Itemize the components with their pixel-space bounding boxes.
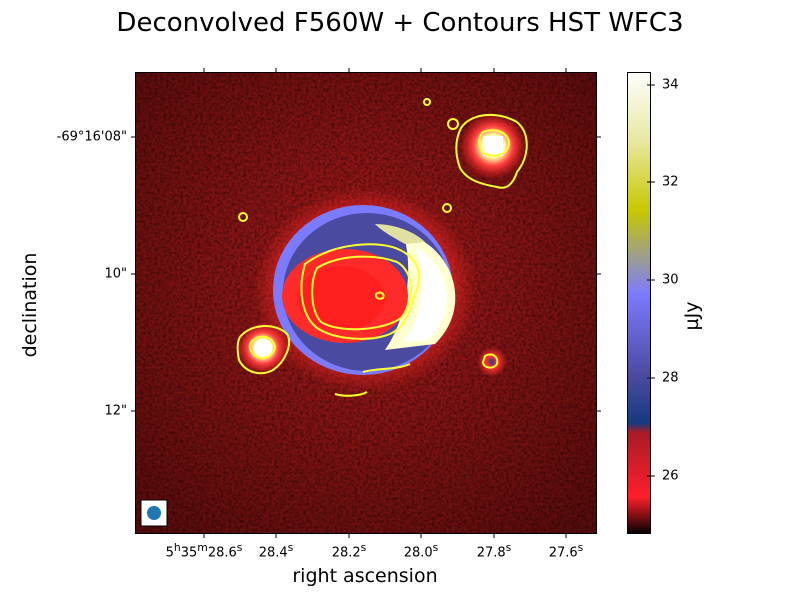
colorbar-frame	[627, 72, 651, 534]
xtick-label: 27.6s	[548, 541, 584, 561]
source-small-right	[477, 347, 507, 377]
source-top-right	[460, 113, 526, 179]
y-axis-label: declination	[19, 252, 41, 358]
contour-lines	[236, 98, 528, 397]
colorbar-tick-label: 28	[662, 370, 679, 386]
xtick-label: 28.4s	[258, 541, 294, 561]
xtick-label: 28.0s	[403, 541, 439, 561]
beam-marker	[147, 506, 161, 520]
x-axis-label: right ascension	[292, 565, 438, 587]
source-left	[237, 322, 289, 374]
colorbar	[627, 72, 651, 534]
figure-title: Deconvolved F560W + Contours HST WFC3	[116, 8, 684, 38]
colorbar-ticks	[651, 84, 655, 477]
ytick-label: -69°16'08"	[56, 129, 127, 145]
colorbar-tick-label: 34	[662, 77, 679, 93]
xtick-label: 27.8s	[476, 541, 512, 561]
xtick-label: 28.2s	[331, 541, 367, 561]
colorbar-label: µJy	[681, 301, 703, 331]
ytick-label: 10"	[104, 266, 127, 282]
colorbar-tick-label: 26	[662, 468, 679, 484]
colorbar-tick-label: 32	[662, 174, 679, 190]
ytick-label: 12"	[104, 403, 127, 419]
colorbar-tick-label: 30	[662, 272, 679, 288]
image-panel	[135, 72, 597, 534]
xtick-label: 5h35m28.6s	[165, 541, 243, 561]
